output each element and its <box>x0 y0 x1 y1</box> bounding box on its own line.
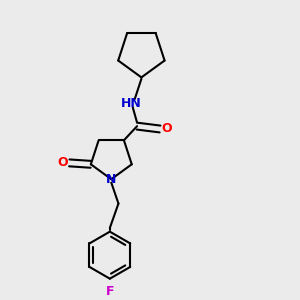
Text: O: O <box>161 122 172 136</box>
Text: O: O <box>58 156 68 170</box>
Text: N: N <box>106 173 116 186</box>
Text: HN: HN <box>121 97 142 110</box>
Text: F: F <box>106 285 114 298</box>
